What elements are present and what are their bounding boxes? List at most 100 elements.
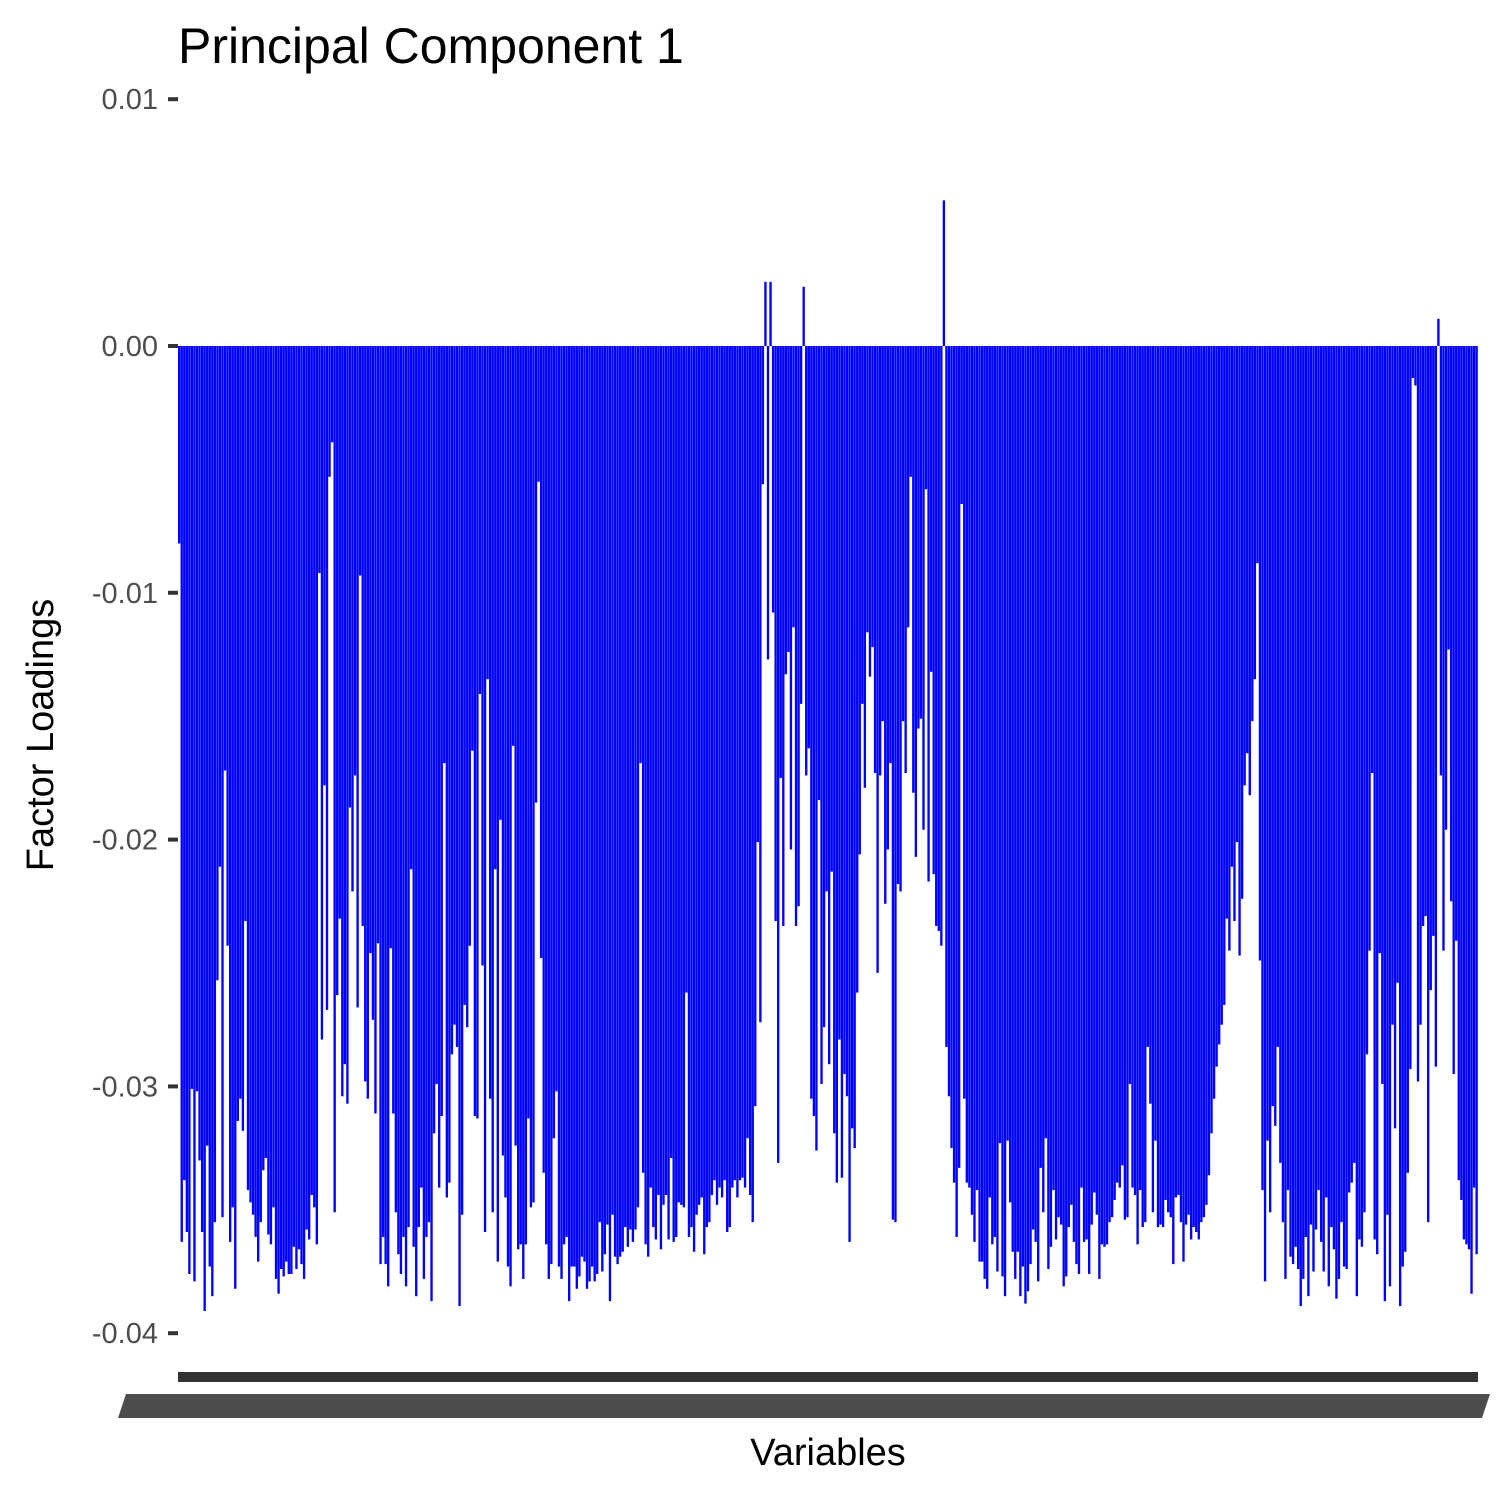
bar [736, 346, 739, 1198]
bar [231, 346, 234, 1208]
bar [185, 346, 188, 1233]
bar [970, 346, 974, 1215]
bar [1419, 346, 1422, 1025]
bar [506, 346, 510, 1267]
bar [764, 281, 767, 346]
bar [833, 346, 836, 1134]
bar [504, 346, 507, 1198]
bar [1200, 346, 1203, 1223]
bar [1309, 346, 1313, 1225]
bar [771, 346, 775, 613]
bar [1434, 346, 1438, 1067]
bar [593, 346, 596, 1282]
bar [1291, 346, 1295, 1265]
bar [789, 346, 793, 850]
bar [1024, 346, 1027, 1304]
bar [234, 346, 237, 1289]
bar [825, 346, 828, 892]
bar [1184, 346, 1188, 1225]
bar [1149, 346, 1152, 1104]
bar [657, 346, 660, 1195]
bar [277, 346, 280, 1294]
bar [404, 346, 408, 1287]
bar [1070, 346, 1073, 1205]
bar [1360, 346, 1364, 1247]
bar [1256, 346, 1259, 564]
bar [539, 346, 543, 959]
bar [1240, 346, 1244, 899]
bar [1218, 346, 1221, 1045]
bar [348, 346, 352, 808]
bar [1386, 346, 1389, 1215]
bar [180, 346, 183, 1242]
bar [358, 346, 362, 576]
bar [246, 346, 250, 1191]
bar [1136, 346, 1139, 1245]
bar [1363, 346, 1366, 1213]
bar [1182, 346, 1185, 1262]
bar [585, 346, 589, 1289]
bar [511, 346, 515, 746]
bar [313, 346, 316, 1208]
bar [799, 346, 803, 704]
bar [1330, 346, 1333, 1228]
bar [1437, 318, 1440, 346]
bar [529, 346, 533, 1208]
bar [1462, 346, 1466, 1240]
bar [695, 346, 698, 1215]
bar [1248, 346, 1251, 796]
bar [1116, 346, 1119, 1183]
bar [1008, 346, 1012, 1203]
bar [193, 346, 196, 1282]
bar [325, 346, 329, 1010]
bar [338, 346, 341, 919]
bar [741, 346, 744, 1178]
bar [1427, 346, 1430, 1223]
bar [310, 346, 313, 1195]
bar [580, 346, 584, 1257]
bar [466, 346, 469, 1028]
bar [1121, 346, 1124, 1166]
bar [381, 346, 385, 1237]
bar [361, 346, 364, 926]
bar [476, 346, 479, 1119]
bar [366, 346, 369, 1099]
bar [397, 346, 400, 1255]
bar [901, 346, 905, 722]
bar [1414, 346, 1417, 386]
bar [450, 346, 454, 1055]
bar [346, 346, 349, 1104]
bar [654, 346, 658, 1240]
bar [1337, 346, 1341, 1279]
bar [1161, 346, 1165, 1228]
bar [1019, 346, 1022, 1297]
bar [917, 346, 920, 729]
bar [751, 346, 754, 1223]
bar [1253, 346, 1257, 680]
bar [570, 346, 573, 1267]
bar [912, 346, 915, 793]
bar [206, 346, 209, 1146]
bar [835, 346, 838, 1183]
bar [379, 346, 382, 1265]
bar [353, 346, 357, 776]
bar [845, 346, 849, 1097]
bar [1447, 346, 1450, 650]
bar [616, 346, 619, 1265]
bar [838, 346, 841, 1040]
bar [216, 346, 219, 981]
bar [259, 346, 262, 1223]
bar [993, 346, 997, 1237]
bar [501, 346, 505, 1156]
bar [1381, 346, 1384, 1084]
bar [568, 346, 571, 1302]
bar [1365, 346, 1369, 1055]
bar [848, 346, 851, 1242]
bar [183, 346, 186, 1181]
bar [774, 346, 777, 922]
bar [682, 346, 686, 1208]
y-axis: 0.01 0.00 -0.01 -0.02 -0.03 -0.04 [92, 84, 178, 1350]
bar [1138, 346, 1142, 1191]
bar [596, 346, 599, 1274]
bar [1268, 346, 1272, 1213]
